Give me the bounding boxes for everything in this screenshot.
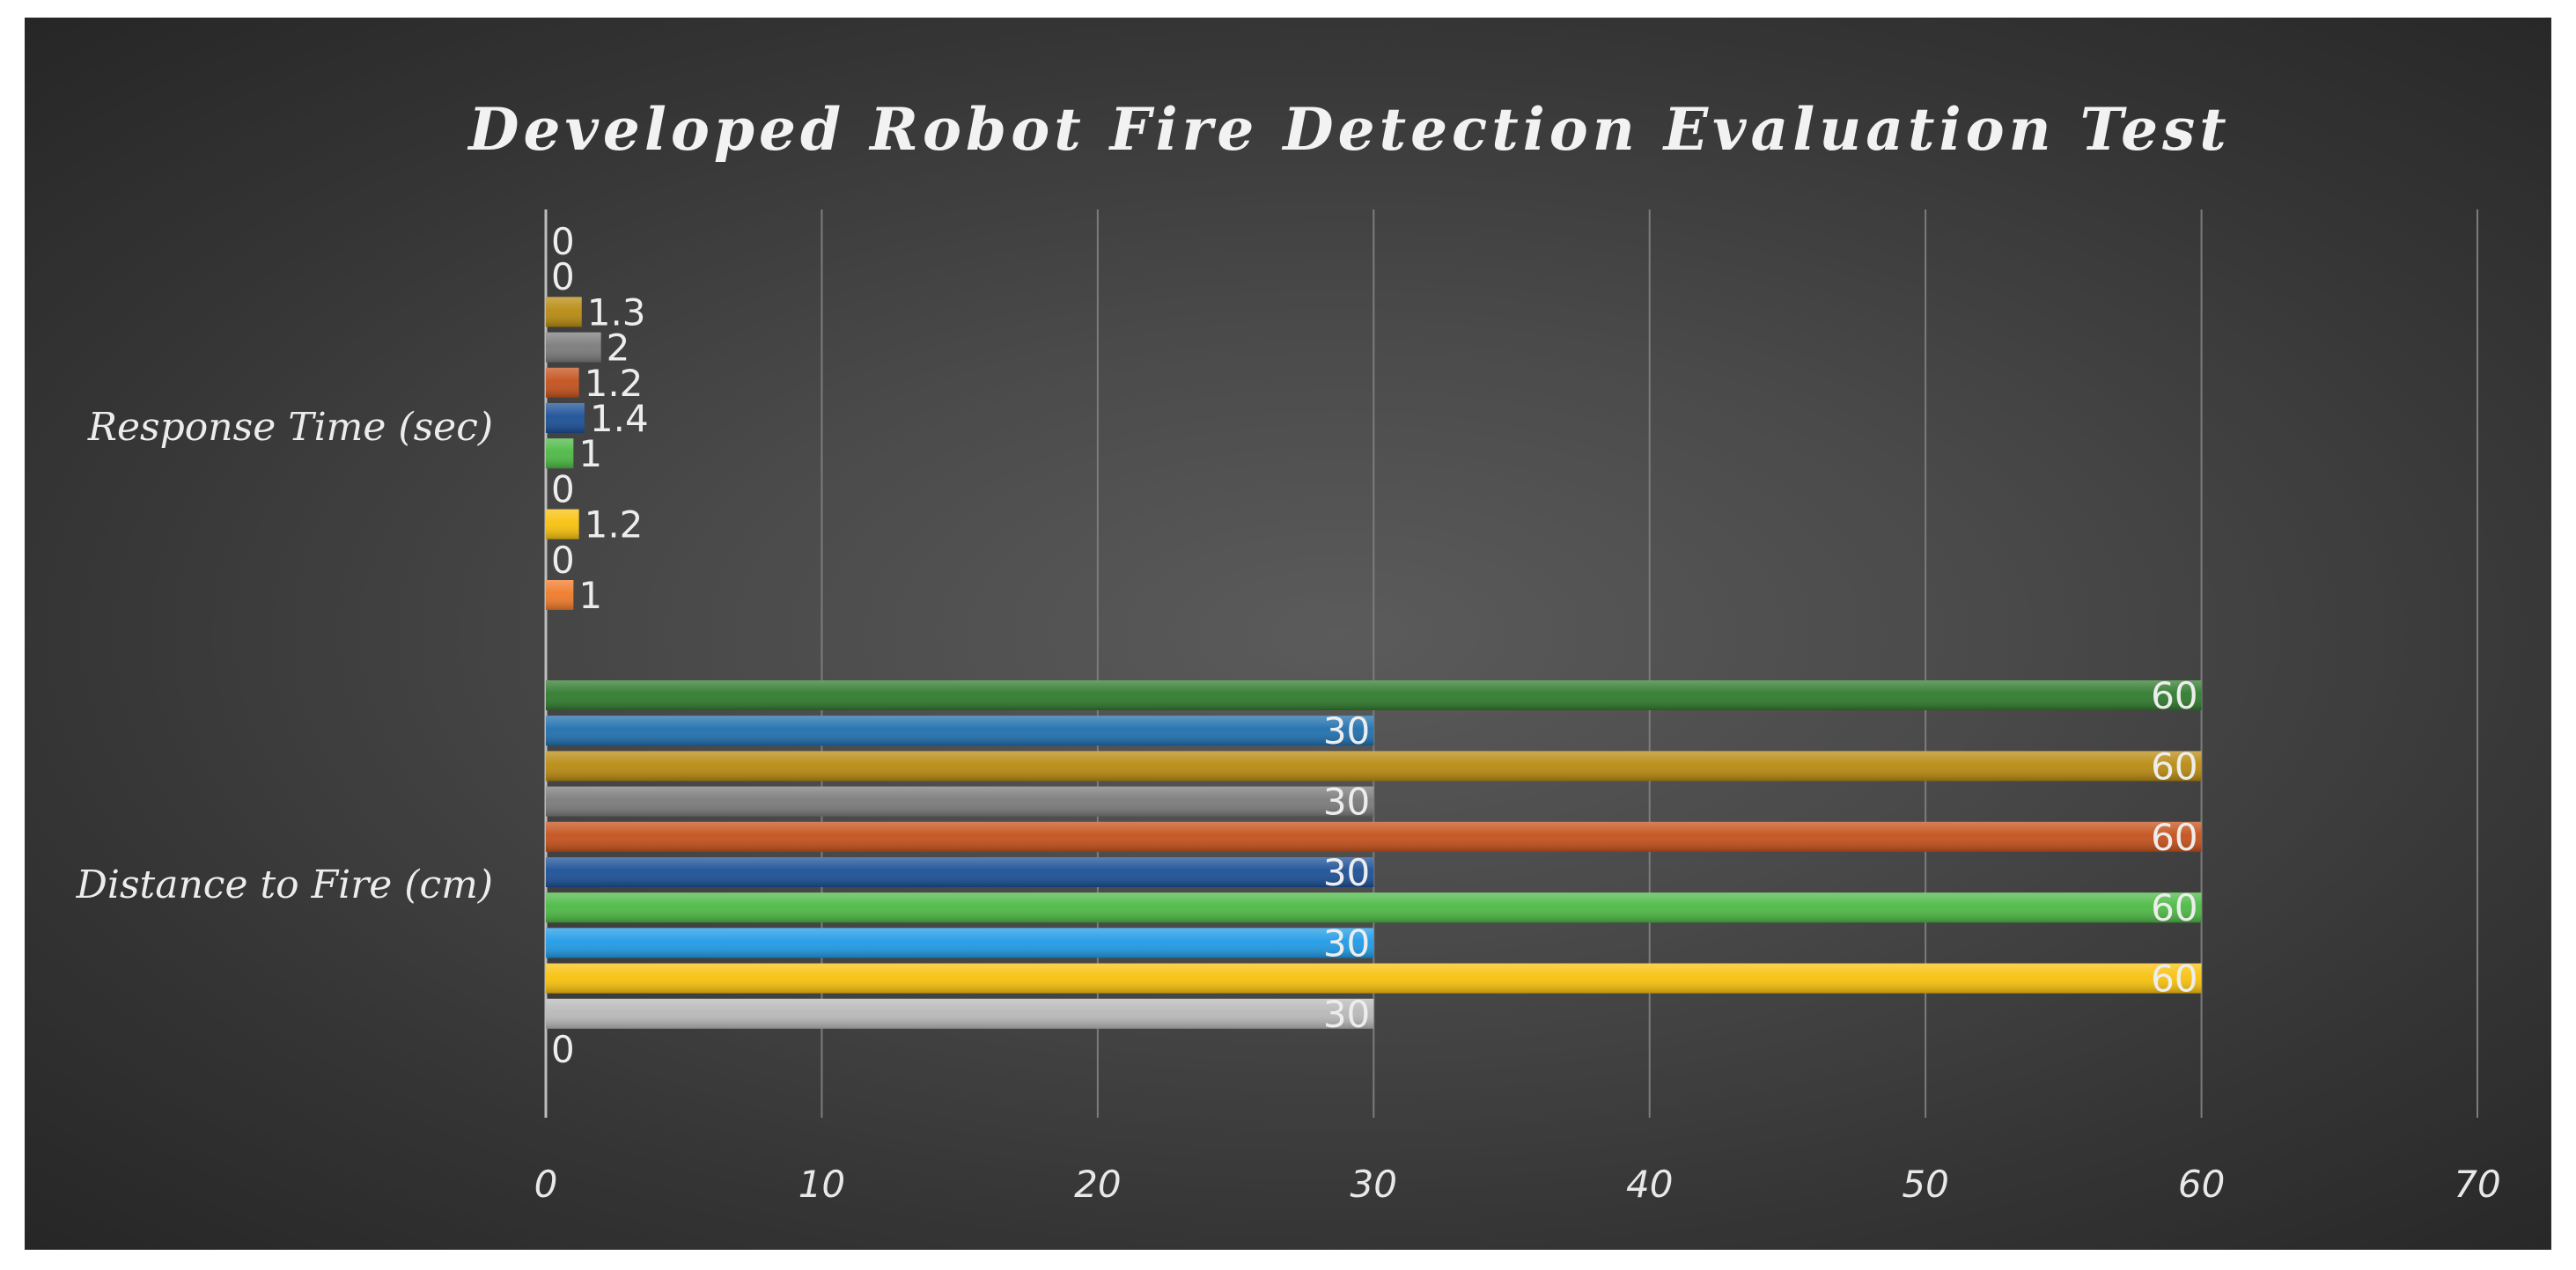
bar-shading <box>546 332 601 363</box>
data-label: 0 <box>551 255 575 298</box>
category-labels: Distance to Fire (cm) Response Time (sec) <box>76 405 493 907</box>
bar-shading <box>546 367 579 398</box>
data-label: 1 <box>578 432 602 475</box>
data-label: 30 <box>1323 993 1370 1036</box>
bar-chart: Developed Robot Fire Detection Evaluatio… <box>76 95 2501 1206</box>
gridlines <box>544 209 2478 1118</box>
bar-shading <box>546 892 2202 923</box>
data-label: 30 <box>1323 851 1370 894</box>
bar-shading <box>546 821 2202 852</box>
bar-shading <box>546 857 1374 887</box>
data-label: 1.4 <box>590 397 649 440</box>
data-label: 0 <box>551 1028 575 1071</box>
data-label: 0 <box>551 467 575 510</box>
bar-shading <box>546 297 582 327</box>
bar-shading <box>546 716 1374 746</box>
bars <box>546 297 2202 1029</box>
x-tick-label: 30 <box>1351 1163 1397 1206</box>
x-tick-label: 40 <box>1626 1163 1673 1206</box>
data-label: 1.3 <box>587 290 646 334</box>
data-label: 60 <box>2151 674 2197 717</box>
data-label: 60 <box>2151 886 2197 929</box>
data-label: 30 <box>1323 709 1370 752</box>
bar-shading <box>546 580 574 610</box>
chart-frame: Developed Robot Fire Detection Evaluatio… <box>25 18 2551 1250</box>
bar-shading <box>546 928 1374 958</box>
category-label: Response Time (sec) <box>87 405 493 450</box>
data-label: 0 <box>551 220 575 263</box>
x-tick-label: 0 <box>534 1163 558 1206</box>
chart-title: Developed Robot Fire Detection Evaluatio… <box>467 95 2231 164</box>
data-label: 60 <box>2151 745 2197 788</box>
bar-shading <box>546 680 2202 710</box>
x-tick-label: 50 <box>1902 1163 1948 1206</box>
bar-shading <box>546 438 574 469</box>
x-tick-label: 10 <box>799 1163 845 1206</box>
x-tick-labels: 0 10 20 30 40 50 60 70 <box>534 1163 2501 1206</box>
data-label: 30 <box>1323 921 1370 965</box>
data-label: 2 <box>607 327 630 370</box>
x-tick-label: 70 <box>2454 1163 2500 1206</box>
bar-shading <box>546 963 2202 994</box>
category-label: Distance to Fire (cm) <box>76 863 493 907</box>
data-label: 1 <box>578 574 602 617</box>
x-tick-label: 20 <box>1074 1163 1121 1206</box>
data-label: 60 <box>2151 958 2197 1001</box>
bar-shading <box>546 786 1374 817</box>
data-label: 1.2 <box>585 503 644 547</box>
data-label: 30 <box>1323 781 1370 824</box>
bar-shading <box>546 403 585 433</box>
bar-shading <box>546 998 1374 1029</box>
data-label: 0 <box>551 539 575 582</box>
bar-shading <box>546 509 579 540</box>
x-tick-label: 60 <box>2178 1163 2225 1206</box>
bar-shading <box>546 751 2202 782</box>
data-label: 60 <box>2151 816 2197 859</box>
data-label: 1.2 <box>585 362 644 405</box>
